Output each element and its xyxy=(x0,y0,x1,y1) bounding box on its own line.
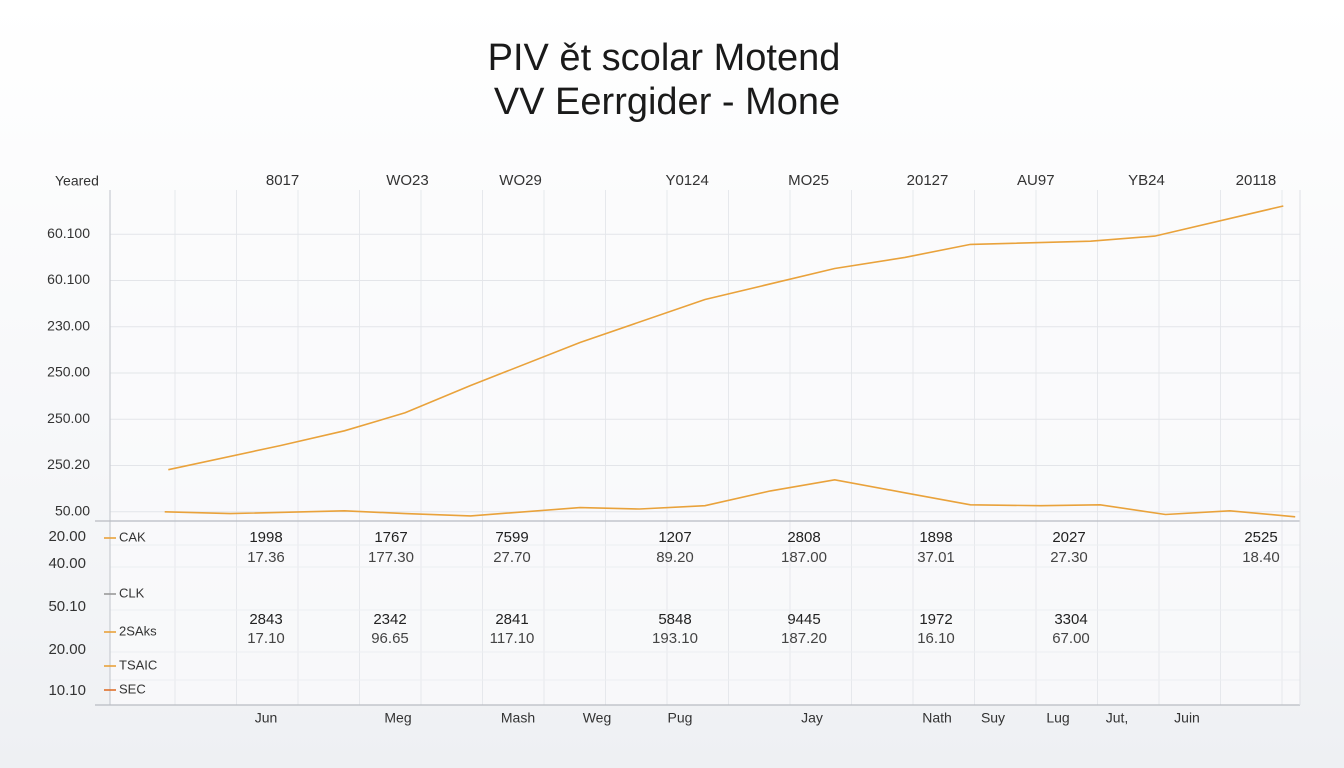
x-tick-label: 8017 xyxy=(266,172,299,189)
y-tick-label: 230.00 xyxy=(47,317,90,333)
table-cell: 16.10 xyxy=(917,630,955,647)
legend-label: CAK xyxy=(119,529,146,544)
table-cell: 7599 xyxy=(495,529,528,546)
table-cell: 27.30 xyxy=(1050,549,1088,566)
table-cell: 27.70 xyxy=(493,549,531,566)
row-label: 20.00 xyxy=(48,528,86,545)
table-cell: 1998 xyxy=(249,529,282,546)
y-tick-label: 250.20 xyxy=(47,456,90,472)
table-cell: 1207 xyxy=(658,529,691,546)
row-label: 20.00 xyxy=(48,641,86,658)
x-tick-label: AU97 xyxy=(1017,172,1055,189)
bottom-label: Jay xyxy=(801,710,823,726)
table-cell: 2808 xyxy=(787,529,820,546)
bottom-label: Pug xyxy=(668,710,693,726)
line xyxy=(164,478,1296,518)
table-cell: 37.01 xyxy=(917,549,955,566)
bottom-label: Nath xyxy=(922,710,952,726)
bottom-label: Mash xyxy=(501,710,535,726)
table-cell: 18.40 xyxy=(1242,549,1280,566)
table-cell: 96.65 xyxy=(371,630,409,647)
bottom-label: Lug xyxy=(1046,710,1069,726)
y-tick-label: 60.100 xyxy=(47,271,90,287)
plot-background xyxy=(110,190,1300,705)
x-tick-label: WO29 xyxy=(499,172,542,189)
table-cell: 2027 xyxy=(1052,529,1085,546)
x-tick-label: Y0124 xyxy=(665,172,708,189)
bottom-label: Weg xyxy=(583,710,612,726)
table-cell: 187.00 xyxy=(781,549,827,566)
y-tick-label: 250.00 xyxy=(47,410,90,426)
bottom-label: Suy xyxy=(981,710,1005,726)
x-tick-label: 20118 xyxy=(1236,172,1277,189)
table-cell: 17.36 xyxy=(247,549,285,566)
table-cell: 67.00 xyxy=(1052,630,1090,647)
line xyxy=(168,205,1284,471)
table-cell: 17.10 xyxy=(247,630,285,647)
bottom-label: Jun xyxy=(255,710,278,726)
y-axis-label: Yeared xyxy=(55,173,99,189)
table-cell: 2342 xyxy=(373,611,406,628)
table-cell: 117.10 xyxy=(490,630,535,647)
table-cell: 9445 xyxy=(787,611,820,628)
legend-label: TSAIC xyxy=(119,657,157,672)
table-cell: 5848 xyxy=(658,611,691,628)
legend-label: CLK xyxy=(119,585,145,600)
y-tick-label: 250.00 xyxy=(47,364,90,380)
table-cell: 1767 xyxy=(374,529,407,546)
row-label: 40.00 xyxy=(48,555,86,572)
bottom-label: Jut, xyxy=(1106,710,1129,726)
table-cell: 1972 xyxy=(919,611,952,628)
table-cell: 2525 xyxy=(1244,529,1277,546)
table-cell: 2841 xyxy=(495,611,528,628)
table-cell: 193.10 xyxy=(652,630,698,647)
row-label: 10.10 xyxy=(48,682,86,699)
y-tick-label: 60.100 xyxy=(47,225,90,241)
chart-subtitle: VV Eerrgider - Mone xyxy=(494,81,840,123)
bottom-label: Juin xyxy=(1174,710,1200,726)
x-tick-label: YB24 xyxy=(1128,172,1165,189)
x-tick-label: WO23 xyxy=(386,172,429,189)
bottom-label: Meg xyxy=(384,710,411,726)
legend-label: SEC xyxy=(119,681,146,696)
table-cell: 187.20 xyxy=(781,630,827,647)
table-cell: 177.30 xyxy=(368,549,414,566)
y-tick-label: 50.00 xyxy=(55,502,90,518)
table-cell: 2843 xyxy=(249,611,282,628)
x-tick-label: 20127 xyxy=(907,172,949,189)
table-cell: 89.20 xyxy=(656,549,694,566)
chart-title: PIV ět scolar Motend xyxy=(488,37,841,79)
row-label: 50.10 xyxy=(48,598,86,615)
table-cell: 3304 xyxy=(1054,611,1087,628)
x-tick-label: MO25 xyxy=(788,172,829,189)
table-cell: 1898 xyxy=(919,529,952,546)
legend-label: 2SAks xyxy=(119,623,157,638)
